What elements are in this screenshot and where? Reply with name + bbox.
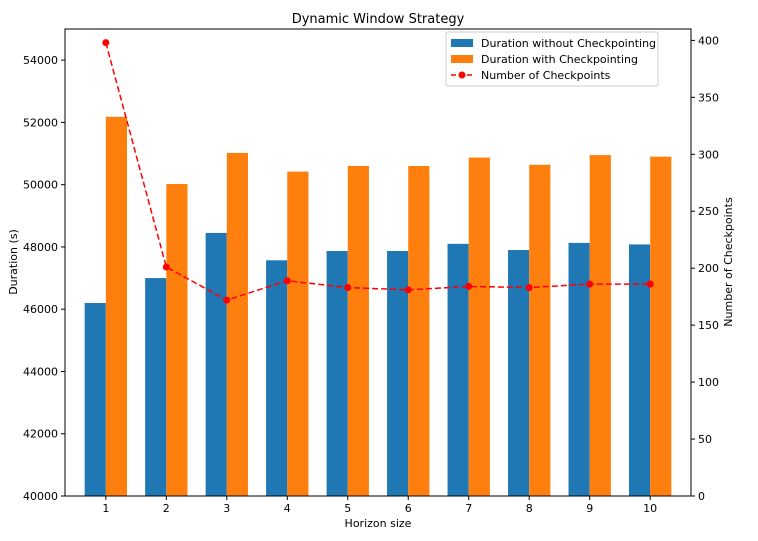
plot-frame (64, 28, 692, 497)
bar-with-checkpointing (650, 156, 672, 496)
y-tick-label: 40000 (23, 490, 58, 503)
y-tick-label: 44000 (23, 365, 58, 378)
y2-axis-label: Number of Checkpoints (722, 197, 735, 327)
x-tick-label: 7 (465, 502, 472, 515)
legend-marker-number-of-checkpoints (458, 71, 466, 79)
legend: Duration without Checkpointing Duration … (445, 31, 659, 87)
checkpoint-point (162, 263, 170, 271)
y2-tick-label: 200 (698, 262, 719, 275)
checkpoint-point (344, 284, 352, 292)
bar-with-checkpointing (529, 164, 551, 496)
chart-title: Dynamic Window Strategy (292, 12, 465, 27)
y2-tick-label: 350 (698, 91, 719, 104)
axes-layer: 1 2 3 4 5 6 7 8 9 10 40000 42000 44000 46000 48000 5000… (23, 34, 719, 515)
x-tick-label: 2 (163, 502, 170, 515)
x-axis-label: Horizon size (345, 517, 412, 530)
checkpoint-point (223, 296, 231, 304)
checkpoint-point (525, 284, 533, 292)
bar-with-checkpointing (226, 152, 248, 497)
bar-without-checkpointing (326, 250, 348, 496)
y2-tick-label: 250 (698, 205, 719, 218)
legend-box (445, 31, 659, 87)
bar-without-checkpointing (629, 244, 651, 496)
bars-layer (84, 116, 672, 497)
y-tick-label: 52000 (23, 116, 58, 129)
checkpoint-point (586, 280, 594, 288)
y2-tick-label: 0 (698, 490, 705, 503)
legend-swatch-duration-without-checkpointing (451, 39, 473, 47)
y2-tick-label: 50 (698, 433, 712, 446)
y-tick-label: 42000 (23, 428, 58, 441)
checkpoint-point (283, 277, 291, 285)
x-tick-label: 6 (405, 502, 412, 515)
x-tick-label: 4 (284, 502, 291, 515)
legend-swatch-duration-with-checkpointing (451, 55, 473, 63)
x-tick-label: 1 (102, 502, 109, 515)
x-tick-label: 5 (344, 502, 351, 515)
bar-without-checkpointing (387, 250, 409, 496)
bar-with-checkpointing (347, 165, 369, 496)
checkpoint-point (465, 282, 473, 290)
checkpoint-point (646, 280, 654, 288)
x-tick-label: 3 (223, 502, 230, 515)
bar-with-checkpointing (589, 155, 611, 496)
y2-tick-label: 150 (698, 319, 719, 332)
checkpoint-line-layer (102, 39, 654, 304)
bar-without-checkpointing (205, 232, 227, 496)
y2-tick-label: 100 (698, 376, 719, 389)
bar-with-checkpointing (166, 184, 188, 496)
bar-without-checkpointing (508, 250, 530, 496)
legend-label-number-of-checkpoints: Number of Checkpoints (481, 69, 611, 82)
y-tick-label: 54000 (23, 54, 58, 67)
bar-without-checkpointing (568, 242, 590, 496)
bar-without-checkpointing (447, 243, 469, 496)
legend-label-duration-with-checkpointing: Duration with Checkpointing (481, 53, 638, 66)
bar-with-checkpointing (468, 157, 490, 496)
bar-without-checkpointing (266, 260, 288, 496)
bar-with-checkpointing (408, 165, 430, 496)
x-tick-label: 10 (643, 502, 657, 515)
bar-with-checkpointing (287, 171, 309, 496)
checkpoint-line (105, 42, 651, 301)
y-axis-label: Duration (s) (7, 229, 20, 295)
x-tick-label: 8 (526, 502, 533, 515)
x-tick-label: 9 (586, 502, 593, 515)
y2-tick-label: 300 (698, 148, 719, 161)
bar-without-checkpointing (145, 278, 167, 496)
y-tick-label: 48000 (23, 241, 58, 254)
y-tick-label: 46000 (23, 303, 58, 316)
bar-without-checkpointing (84, 302, 106, 496)
legend-label-duration-without-checkpointing: Duration without Checkpointing (481, 37, 656, 50)
y-tick-label: 50000 (23, 179, 58, 192)
checkpoint-point (102, 39, 110, 47)
checkpoint-point (404, 286, 412, 294)
bar-with-checkpointing (105, 116, 127, 497)
y2-tick-label: 400 (698, 34, 719, 47)
